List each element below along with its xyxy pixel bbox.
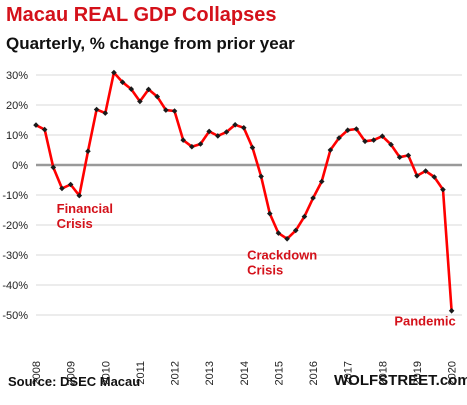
annotation-label: Crackdown xyxy=(247,248,317,263)
data-point xyxy=(275,230,282,236)
chart-title: Macau REAL GDP Collapses xyxy=(6,4,277,26)
y-tick-label: -20% xyxy=(2,220,28,232)
data-point xyxy=(145,86,152,93)
data-point xyxy=(405,152,412,159)
x-tick-label: 2017 xyxy=(343,361,355,385)
x-tick-label: 2020 xyxy=(447,361,459,385)
data-point xyxy=(431,174,438,180)
data-point xyxy=(128,86,135,92)
data-point xyxy=(336,135,342,141)
y-tick-label: -30% xyxy=(2,250,28,262)
data-point xyxy=(189,143,195,150)
x-tick-label: 2016 xyxy=(308,361,320,385)
x-tick-label: 2014 xyxy=(239,361,251,385)
data-point xyxy=(41,126,48,133)
data-point xyxy=(310,195,316,201)
x-tick-label: 2008 xyxy=(31,361,43,385)
data-point xyxy=(76,192,83,199)
data-point xyxy=(137,98,143,105)
y-axis-ticks: 30% 20% 10% 0% -10% -20% -30% -40% -50% xyxy=(2,70,28,322)
data-point xyxy=(362,138,368,145)
data-point xyxy=(258,173,264,180)
data-point xyxy=(197,141,204,147)
data-point xyxy=(249,144,256,151)
data-point xyxy=(215,133,221,139)
y-tick-label: -40% xyxy=(2,280,28,292)
data-point xyxy=(422,168,429,174)
data-point xyxy=(232,122,238,128)
x-axis-ticks: 2008 2009 2010 2011 2012 2013 2014 2015 2016 2017… xyxy=(31,361,459,385)
series-markers xyxy=(33,69,455,314)
data-point xyxy=(301,213,308,220)
x-tick-label: 2019 xyxy=(412,361,424,385)
y-tick-label: 30% xyxy=(6,70,28,82)
data-point xyxy=(379,133,386,139)
data-point xyxy=(163,107,169,113)
data-point xyxy=(50,164,57,171)
series-line xyxy=(35,71,453,311)
y-tick-label: 10% xyxy=(6,130,28,142)
data-point xyxy=(292,227,299,234)
data-point xyxy=(85,148,91,154)
annotation-label: Financial xyxy=(57,201,113,216)
x-tick-label: 2015 xyxy=(273,361,285,385)
x-tick-label: 2013 xyxy=(204,361,216,385)
x-tick-label: 2018 xyxy=(377,361,389,385)
data-point xyxy=(206,128,212,135)
x-tick-label: 2010 xyxy=(100,361,112,385)
data-point xyxy=(370,137,377,143)
annotation-label: Crisis xyxy=(247,263,283,278)
data-point xyxy=(93,106,100,113)
data-point xyxy=(223,129,230,135)
brand-logo-text: WOLFSTREET.com xyxy=(334,372,467,389)
data-point xyxy=(396,154,403,160)
data-point xyxy=(414,173,420,179)
data-point xyxy=(180,137,186,143)
y-tick-label: 20% xyxy=(6,100,28,112)
data-point xyxy=(119,79,126,85)
annotation-label: Crisis xyxy=(57,216,93,231)
data-point xyxy=(448,308,455,314)
x-tick-label: 2011 xyxy=(135,361,147,385)
source-note: Source: DSEC Macau xyxy=(8,374,141,389)
data-point xyxy=(33,122,39,128)
data-point xyxy=(440,186,446,193)
data-point xyxy=(266,210,273,217)
series-lines xyxy=(35,71,453,311)
data-point xyxy=(171,108,178,114)
data-point xyxy=(344,127,351,133)
x-tick-label: 2009 xyxy=(66,361,78,385)
data-point xyxy=(59,185,65,192)
x-tick-label: 2012 xyxy=(170,361,182,385)
data-point xyxy=(102,110,109,116)
y-tick-label: -10% xyxy=(2,190,28,202)
data-point xyxy=(241,125,247,131)
data-point xyxy=(284,236,290,242)
annotation-label: Pandemic xyxy=(394,314,455,329)
data-point xyxy=(67,181,74,188)
data-point xyxy=(327,147,334,153)
data-point xyxy=(154,93,161,100)
data-point xyxy=(318,178,325,185)
y-tick-label: -50% xyxy=(2,310,28,322)
y-tick-label: 0% xyxy=(12,160,28,172)
chart-subtitle: Quarterly, % change from prior year xyxy=(6,34,295,53)
data-point xyxy=(353,126,360,132)
data-point xyxy=(388,141,394,148)
data-point xyxy=(111,69,117,76)
